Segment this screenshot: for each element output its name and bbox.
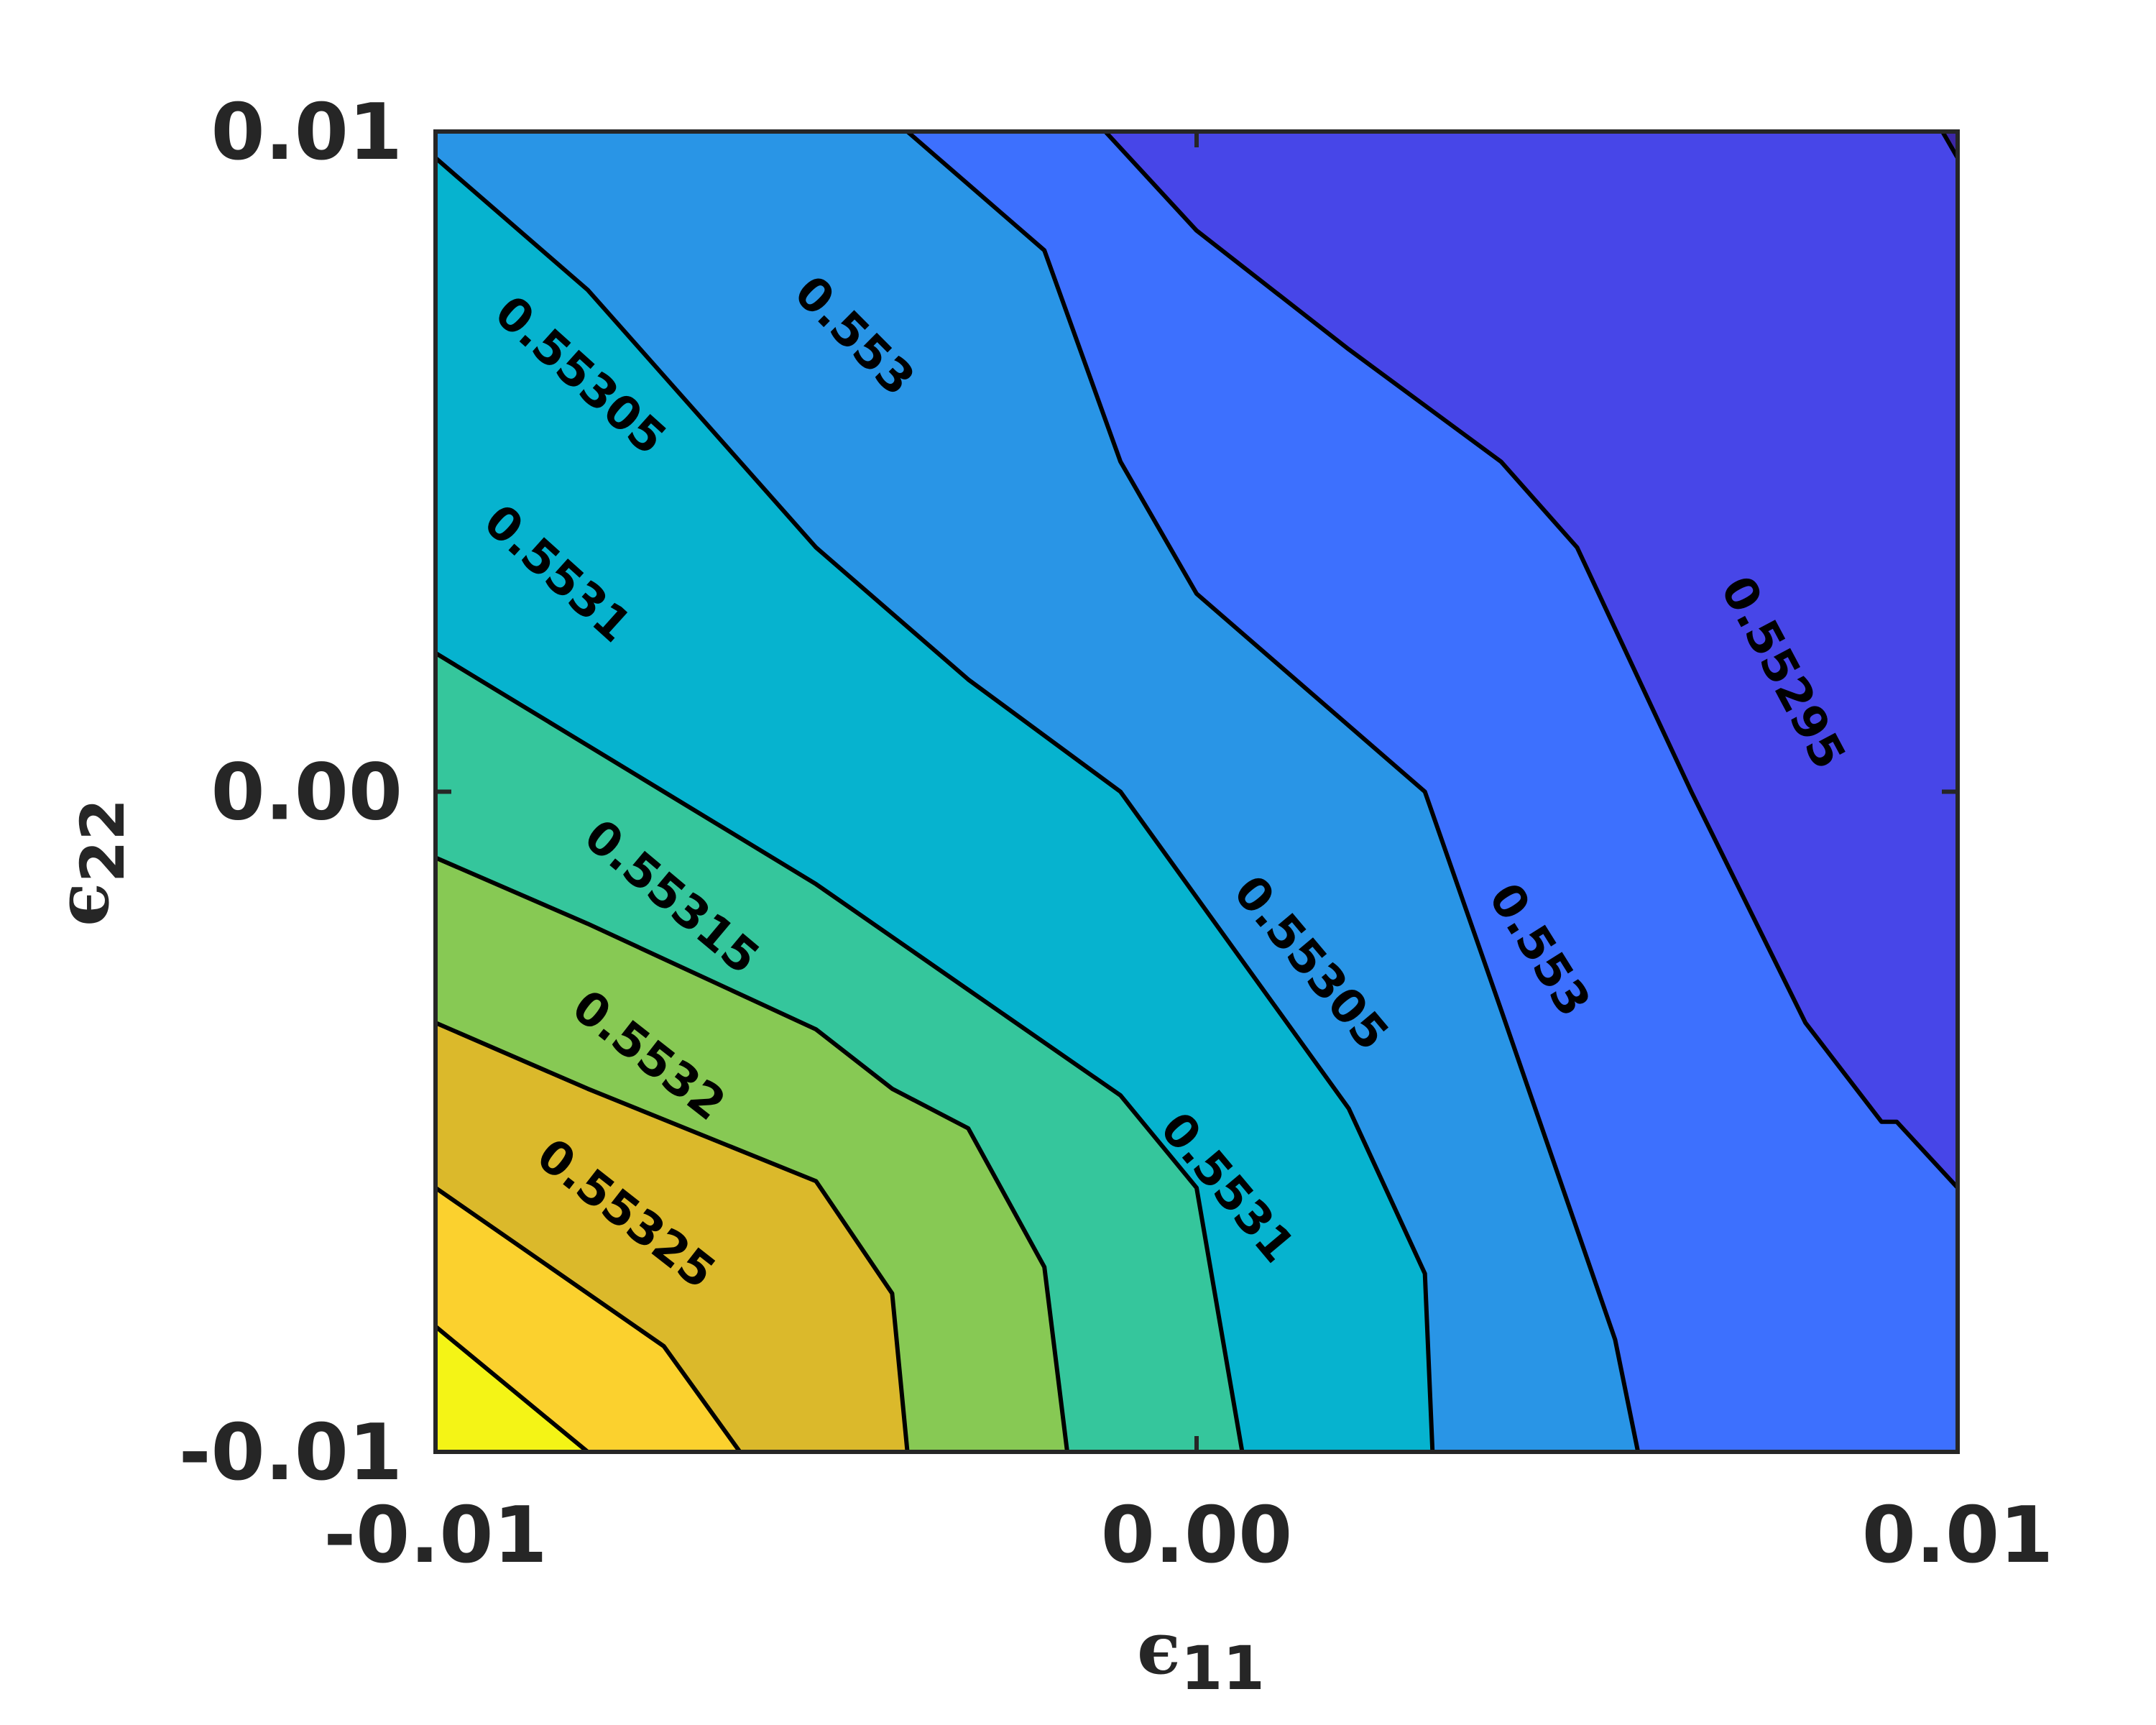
y-tick-label: 0.01 [211, 88, 402, 178]
x-tick-label: 0.01 [1862, 1491, 2053, 1581]
x-tick-label: -0.01 [323, 1491, 547, 1581]
contour-line-0.5531 [436, 651, 1245, 1452]
contour-lines [436, 132, 1958, 1452]
y-axis-label-symbol: ϵ [40, 883, 125, 926]
contour-line-0.553 [906, 132, 1641, 1452]
contour-line-0.5532 [436, 1021, 910, 1452]
contour-line-0.55295 [1103, 132, 1958, 1190]
contour-line-0.55305 [436, 156, 1435, 1452]
x-tick-label: 0.00 [1101, 1491, 1292, 1581]
x-axis-label-subscript: 11 [1181, 1633, 1265, 1703]
y-tick-label: -0.01 [179, 1408, 402, 1498]
y-axis-tick-labels: -0.01 0.00 0.01 [179, 88, 402, 1498]
contour-line-0.55315 [436, 855, 1069, 1452]
x-axis-label: ϵ11 [1137, 1606, 1265, 1703]
y-tick-label: 0.00 [211, 748, 402, 838]
contour-line-0.55325 [436, 1186, 742, 1452]
contour-line-0.5529 [1940, 132, 1958, 160]
axis-ticks [433, 129, 1960, 1454]
x-axis-tick-labels: -0.01 0.00 0.01 [323, 1491, 2053, 1581]
y-axis-label-subscript: 22 [68, 799, 138, 883]
y-axis-label: ϵ22 [40, 799, 138, 926]
x-axis-label-symbol: ϵ [1137, 1606, 1181, 1690]
contour-line-0.5533 [436, 1325, 589, 1452]
